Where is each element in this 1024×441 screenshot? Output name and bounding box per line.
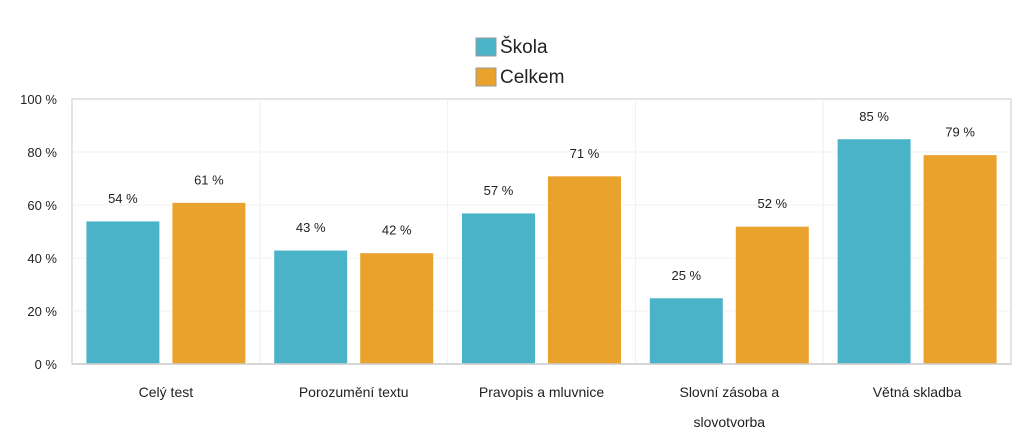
bars (85, 138, 998, 365)
bar-1-3 (734, 225, 810, 365)
x-tick-label: slovotvorba (694, 414, 766, 430)
bar-1-1 (359, 252, 435, 365)
data-label: 71 % (570, 146, 600, 161)
y-tick-label: 0 % (35, 357, 58, 372)
y-tick-label: 40 % (27, 251, 57, 266)
legend-swatch-0 (475, 37, 497, 57)
x-tick-label: Porozumění textu (299, 384, 409, 400)
data-label: 57 % (484, 183, 514, 198)
data-label: 79 % (945, 125, 975, 140)
bar-0-1 (273, 249, 349, 365)
x-tick-label: Pravopis a mluvnice (479, 384, 604, 400)
y-tick-label: 100 % (20, 92, 57, 107)
data-label: 52 % (757, 196, 787, 211)
data-label: 25 % (671, 268, 701, 283)
data-label: 54 % (108, 191, 138, 206)
bar-0-4 (836, 138, 912, 365)
x-tick-label: Větná skladba (873, 384, 962, 400)
bar-1-0 (171, 201, 247, 365)
bar-0-0 (85, 220, 161, 365)
y-tick-label: 20 % (27, 304, 57, 319)
legend-label-0: Škola (500, 36, 548, 58)
bar-0-2 (461, 212, 536, 365)
legend-label-1: Celkem (500, 67, 564, 88)
x-tick-label: Slovní zásoba a (679, 384, 779, 400)
labels: 0 % 20 % 40 % 60 % 80 % 100 % 54 % 61 % Celý tes… (20, 92, 975, 430)
data-label: 85 % (859, 109, 889, 124)
y-tick-label: 60 % (27, 198, 57, 213)
data-label: 43 % (296, 220, 326, 235)
legend: Škola Celkem (475, 36, 564, 88)
legend-swatch-1 (475, 67, 497, 87)
y-tick-label: 80 % (27, 145, 57, 160)
x-tick-label: Celý test (139, 384, 194, 400)
bar-1-4 (922, 154, 998, 365)
data-label: 61 % (194, 172, 224, 187)
data-label: 42 % (382, 223, 412, 238)
bar-1-2 (547, 175, 622, 365)
bar-0-3 (648, 297, 724, 365)
